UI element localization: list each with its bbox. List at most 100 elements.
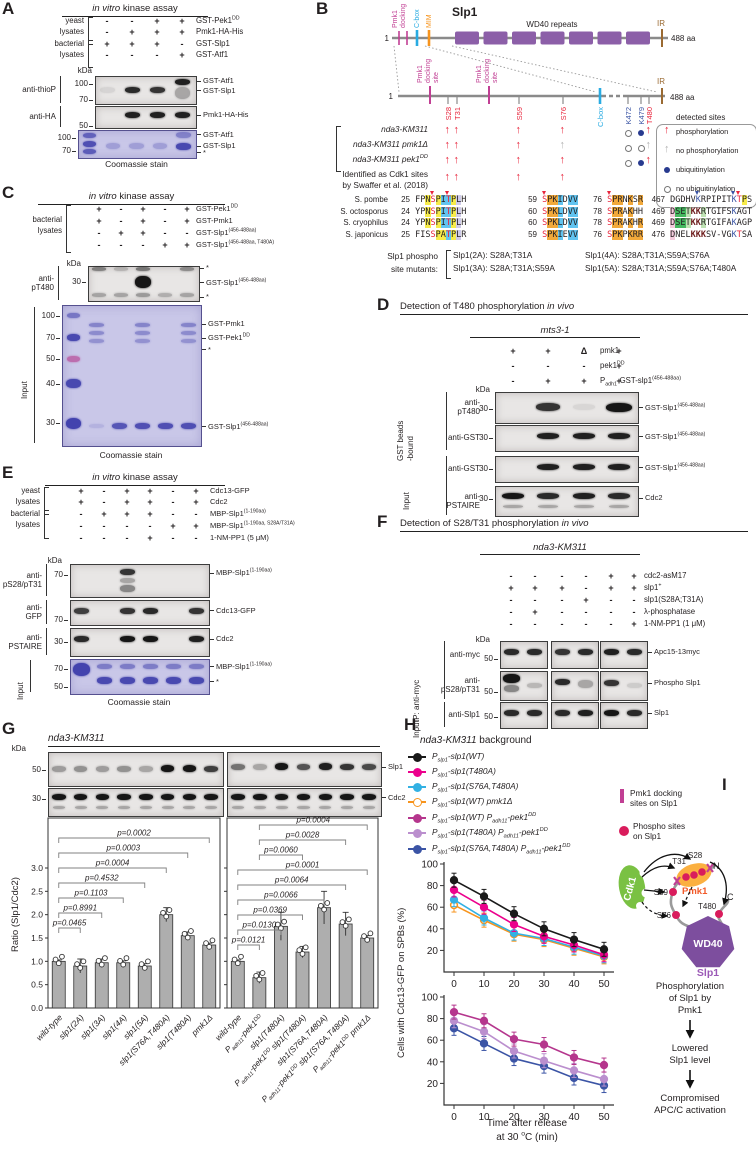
h-datapoint: [509, 1034, 519, 1044]
kda-mark: 30: [479, 463, 488, 473]
assay-row-label: λ-phosphatase: [644, 607, 696, 616]
g-bracket: [58, 897, 124, 903]
alignment-row: 24 YPNSPITPLH: [401, 206, 467, 217]
assay-row-label: GST-Pek1DD: [196, 203, 238, 213]
assay-value: -: [102, 486, 106, 496]
assay-value: -: [79, 533, 83, 543]
h-xtick: 10: [478, 1112, 490, 1123]
assay-value: +: [184, 216, 190, 226]
assay-value: +: [78, 497, 84, 507]
assay-value: +: [162, 240, 168, 250]
blot-band: [149, 86, 166, 93]
blot-band: [555, 710, 570, 717]
assay-value: -: [560, 619, 564, 629]
band-tick: [210, 666, 214, 668]
band-label: Cdc2: [645, 493, 663, 503]
g-bracket: [258, 824, 368, 830]
band-tick: [200, 296, 204, 298]
assay-value: -: [155, 50, 159, 60]
assay-value: -: [171, 497, 175, 507]
blot-band: [52, 765, 66, 772]
assay-value: +: [140, 204, 146, 214]
assay-value: +: [616, 346, 622, 356]
blot-row-label: anti-pT480: [457, 398, 480, 416]
band-tick: [197, 90, 201, 92]
blot-band: [158, 292, 172, 297]
s76-label: S76: [657, 911, 672, 920]
g-datapoint: [117, 958, 123, 964]
h-legend-label: Pslp1-slp1(WT) pmk1Δ: [432, 796, 513, 809]
g-datapoint: [302, 944, 309, 951]
kda-tick: [489, 499, 493, 501]
legend-no-ubiquitin-dot: [664, 186, 671, 193]
c-terminus: C: [727, 892, 734, 902]
g-pvalue: p=0.0369: [252, 906, 287, 915]
assay-value: +: [193, 497, 199, 507]
ubiquitin-dot: [638, 130, 644, 136]
blot-band: [136, 292, 150, 297]
assay-value: -: [141, 240, 145, 250]
h-datapoint: [599, 1060, 609, 1070]
blot-band: [504, 710, 519, 717]
legend-arrow: ↑: [664, 143, 670, 155]
h-legend-marker: [413, 753, 422, 762]
band-label: Cdc2: [388, 792, 406, 802]
h-datapoint: [599, 945, 609, 954]
assay-value: +: [545, 376, 551, 386]
flow-step: Pmk1: [678, 1005, 702, 1016]
h-datapoint: [509, 1046, 519, 1056]
blot-band: [149, 112, 166, 119]
kda-tick: [56, 337, 60, 339]
g-bracket: [58, 852, 189, 858]
blot-band: [166, 663, 181, 669]
kda-mark: 50: [32, 765, 41, 775]
band-label: Apc15-13myc: [654, 647, 700, 657]
kda-tick: [494, 692, 498, 693]
i-legend-label: Phospho sites: [633, 821, 685, 831]
blot-band: [135, 423, 150, 430]
g-datapoint: [342, 923, 349, 929]
blot-band: [274, 763, 289, 771]
blot-band: [504, 648, 519, 655]
kda-tick: [82, 282, 86, 284]
blot-band: [253, 805, 266, 809]
assay-value: -: [582, 361, 586, 371]
band-tick: [639, 467, 643, 469]
blot-membrane: [70, 628, 210, 657]
h-ytick: 40: [427, 1057, 439, 1068]
blot-band: [501, 493, 524, 500]
g-pvalue: p=0.8991: [62, 904, 97, 913]
h-legend-label: Pslp1-slp1(T480A): [432, 766, 496, 779]
blot-band: [604, 679, 619, 686]
assay-value: +: [147, 509, 153, 519]
blot-row-label: anti- GFP: [25, 603, 42, 621]
blot-band: [52, 805, 65, 809]
kda-tick: [489, 437, 493, 439]
assay-row-label: Padh1-GST-slp1(456-488aa): [600, 375, 681, 388]
no-ubiquitin-dot: [638, 145, 645, 152]
blot-band: [97, 676, 112, 684]
blot-band: [189, 635, 204, 642]
blot-band: [231, 763, 245, 770]
band-tick: [202, 426, 206, 428]
g-bracket: [58, 837, 210, 843]
g-pvalue: p=0.0130: [242, 921, 277, 930]
assay-row-label: Pmk1-HA-His: [196, 27, 244, 36]
kda-header: kDa: [475, 385, 490, 394]
g-datapoint: [234, 960, 241, 967]
assay-value: Δ: [580, 346, 588, 356]
residue-marker: [429, 191, 434, 195]
phospho-arrow: ↑: [515, 139, 522, 151]
kda-header: kDa: [77, 66, 92, 75]
assay-row-label: cdc2-asM17: [644, 571, 687, 580]
kda-mark: 70: [54, 615, 63, 625]
blot-group-vertical-label: Input: [16, 682, 25, 700]
alignment-row: 467 DGDHVKRPIPITKTPS: [651, 195, 753, 205]
blot-band: [606, 402, 633, 412]
panel-c-caption: Coomassie stain: [99, 450, 163, 460]
h-datapoint: [509, 920, 519, 929]
blot-band: [297, 805, 310, 809]
cbox-label-1: C-box: [414, 9, 421, 28]
